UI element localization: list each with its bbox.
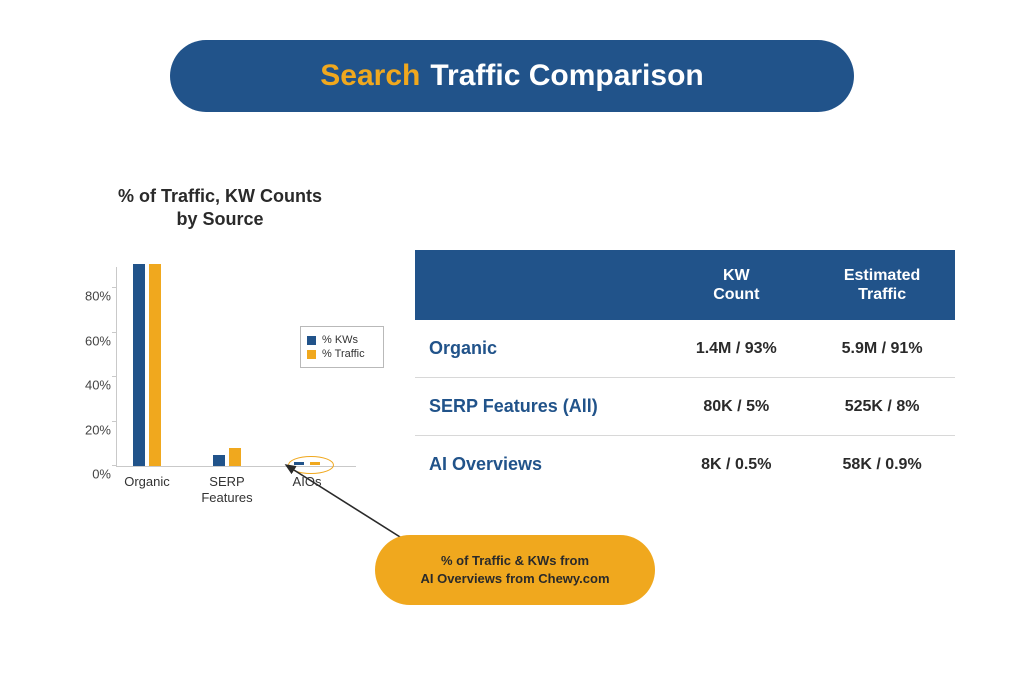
table-row: AI Overviews8K / 0.5%58K / 0.9% <box>415 436 955 494</box>
legend-label-traffic: % Traffic <box>322 348 365 360</box>
comparison-table: KW Count Estimated Traffic Organic1.4M /… <box>415 250 955 493</box>
row-label: Organic <box>415 320 663 378</box>
chart-title-line2: by Source <box>176 209 263 229</box>
cell-kw: 1.4M / 93% <box>663 320 809 378</box>
legend-item-kws: % KWs <box>307 334 377 346</box>
bar-serp-features-traffic <box>229 448 241 466</box>
callout-line2: AI Overviews from Chewy.com <box>420 571 609 586</box>
y-tick-mark <box>112 421 117 422</box>
aios-highlight-ellipse <box>288 456 334 474</box>
chart-title-line1: % of Traffic, KW Counts <box>118 186 322 206</box>
y-tick-mark <box>112 287 117 288</box>
row-label: SERP Features (All) <box>415 378 663 436</box>
title-rest: Traffic Comparison <box>430 59 703 93</box>
th-empty <box>415 250 663 320</box>
callout-line1: % of Traffic & KWs from <box>441 553 589 568</box>
cell-traffic: 58K / 0.9% <box>809 436 955 494</box>
cell-kw: 8K / 0.5% <box>663 436 809 494</box>
callout-bubble: % of Traffic & KWs from AI Overviews fro… <box>375 535 655 605</box>
y-tick-label: 20% <box>75 422 111 437</box>
y-tick-mark <box>112 332 117 333</box>
cell-traffic: 525K / 8% <box>809 378 955 436</box>
bar-serp-features-kws <box>213 455 225 466</box>
title-pill: Search Traffic Comparison <box>170 40 854 112</box>
table-body: Organic1.4M / 93%5.9M / 91%SERP Features… <box>415 320 955 493</box>
y-tick-label: 40% <box>75 378 111 393</box>
table-row: Organic1.4M / 93%5.9M / 91% <box>415 320 955 378</box>
table-header: KW Count Estimated Traffic <box>415 250 955 320</box>
chart: % of Traffic, KW Counts by Source 0%20%4… <box>60 185 380 254</box>
legend-swatch-blue <box>307 336 316 345</box>
x-label: AIOs <box>293 474 322 490</box>
row-label: AI Overviews <box>415 436 663 494</box>
cell-kw: 80K / 5% <box>663 378 809 436</box>
x-label: Organic <box>124 474 170 490</box>
chart-title: % of Traffic, KW Counts by Source <box>60 185 380 232</box>
th-kw-count: KW Count <box>663 250 809 320</box>
y-tick-mark <box>112 465 117 466</box>
y-tick-mark <box>112 376 117 377</box>
y-tick-label: 60% <box>75 333 111 348</box>
bar-organic-kws <box>133 264 145 466</box>
chart-legend: % KWs % Traffic <box>300 326 384 368</box>
legend-item-traffic: % Traffic <box>307 348 377 360</box>
infographic-canvas: Search Traffic Comparison % of Traffic, … <box>0 0 1024 683</box>
title-accent: Search <box>320 59 420 93</box>
bar-organic-traffic <box>149 264 161 466</box>
y-tick-label: 80% <box>75 289 111 304</box>
legend-label-kws: % KWs <box>322 334 358 346</box>
cell-traffic: 5.9M / 91% <box>809 320 955 378</box>
x-label: SERPFeatures <box>201 474 252 507</box>
table-row: SERP Features (All)80K / 5%525K / 8% <box>415 378 955 436</box>
legend-swatch-yellow <box>307 350 316 359</box>
y-tick-label: 0% <box>75 467 111 482</box>
th-est-traffic: Estimated Traffic <box>809 250 955 320</box>
